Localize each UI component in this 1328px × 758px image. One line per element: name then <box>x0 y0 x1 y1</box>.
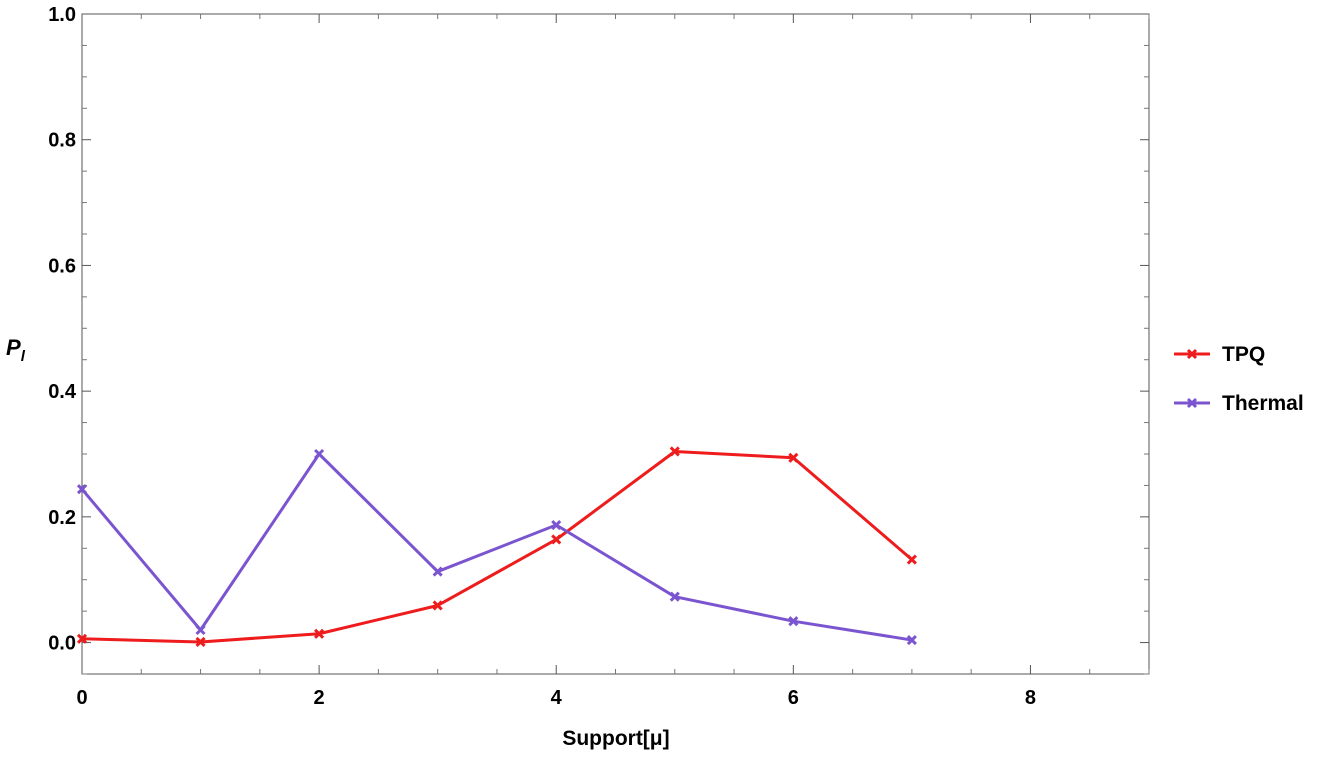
x-tick-label: 6 <box>788 687 799 709</box>
plot-frame <box>81 13 1150 675</box>
data-point-thermal <box>788 616 799 627</box>
legend-marker-thermal <box>1186 397 1198 409</box>
x-tick-label: 8 <box>1025 687 1036 709</box>
data-point-tpq <box>788 452 799 463</box>
data-point-tpq <box>195 636 206 648</box>
y-tick-label: 1.0 <box>48 4 76 26</box>
legend-item-thermal: Thermal <box>1174 392 1304 415</box>
x-axis-label: Support[μ] <box>562 727 669 750</box>
y-axis-label-sub: l <box>21 348 26 365</box>
data-point-thermal <box>551 519 562 531</box>
data-point-tpq <box>551 534 562 545</box>
plot-border <box>81 13 1150 675</box>
y-tick-label: 0.6 <box>48 255 76 277</box>
legend-marker-tpq <box>1186 348 1198 360</box>
data-point-tpq <box>669 446 680 457</box>
legend-item-tpq: TPQ <box>1174 343 1265 366</box>
data-point-thermal <box>195 624 206 636</box>
legend: TPQ Thermal <box>1174 343 1304 415</box>
x-tick-label: 2 <box>314 687 325 709</box>
data-point-thermal <box>906 634 917 646</box>
x-tick-label: 0 <box>76 687 87 709</box>
data-point-thermal <box>76 484 88 495</box>
series-line-thermal <box>80 452 913 642</box>
y-axis-label: Pl <box>6 335 26 365</box>
data-point-tpq <box>76 633 88 644</box>
data-point-tpq <box>906 554 917 565</box>
data-point-thermal <box>314 448 325 460</box>
x-tick-label: 4 <box>551 687 563 709</box>
data-point-tpq <box>314 628 325 639</box>
series-line-tpq <box>81 449 913 644</box>
legend-label-thermal: Thermal <box>1222 392 1304 415</box>
data-point-tpq <box>432 600 443 611</box>
data-point-thermal <box>669 591 680 602</box>
y-axis-label-main: P <box>6 335 21 360</box>
axis-ticks: 0 2 4 6 8 0.0 0.2 0.4 0.6 0.8 1.0 <box>48 4 1150 709</box>
series-layer <box>76 446 917 648</box>
y-tick-label: 0.2 <box>48 507 76 529</box>
data-point-thermal <box>432 566 443 577</box>
y-tick-label: 0.8 <box>48 130 76 152</box>
legend-label-tpq: TPQ <box>1222 343 1265 366</box>
y-tick-label: 0.4 <box>48 381 77 403</box>
y-tick-label: 0.0 <box>48 633 76 655</box>
